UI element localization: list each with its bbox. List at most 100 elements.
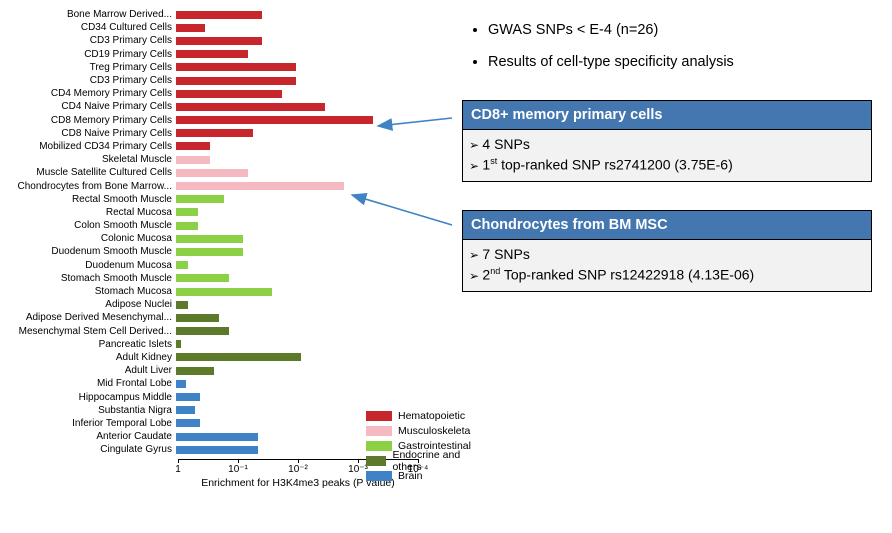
chart-row: Adipose Nuclei xyxy=(0,298,420,311)
legend-item: Hematopoietic xyxy=(366,408,471,423)
bar xyxy=(176,406,195,414)
row-label: Mid Frontal Lobe xyxy=(0,378,176,389)
info-header: CD8+ memory primary cells xyxy=(463,101,871,130)
legend-swatch xyxy=(366,456,386,466)
axis-tick-label: 10⁻¹ xyxy=(228,464,248,475)
info-line: 1st top-ranked SNP rs2741200 (3.75E-6) xyxy=(469,154,865,175)
row-label: Substantia Nigra xyxy=(0,405,176,416)
row-label: Duodenum Mucosa xyxy=(0,260,176,271)
row-label: Rectal Mucosa xyxy=(0,207,176,218)
chart-row: Colon Smooth Muscle xyxy=(0,219,420,232)
chart-row: Adult Kidney xyxy=(0,351,420,364)
chart-row: Inferior Temporal Lobe xyxy=(0,417,420,430)
row-label: CD4 Naive Primary Cells xyxy=(0,101,176,112)
bar xyxy=(176,288,272,296)
row-label: Treg Primary Cells xyxy=(0,62,176,73)
chart-row: Bone Marrow Derived... xyxy=(0,8,420,21)
row-label: CD34 Cultured Cells xyxy=(0,22,176,33)
bar xyxy=(176,235,243,243)
row-label: Pancreatic Islets xyxy=(0,339,176,350)
legend-item: Musculoskeleta xyxy=(366,423,471,438)
chart-row: Duodenum Smooth Muscle xyxy=(0,245,420,258)
bar xyxy=(176,90,282,98)
row-label: CD8 Memory Primary Cells xyxy=(0,115,176,126)
bar xyxy=(176,367,214,375)
row-label: Skeletal Muscle xyxy=(0,154,176,165)
bar xyxy=(176,327,229,335)
row-label: Mobilized CD34 Primary Cells xyxy=(0,141,176,152)
bar xyxy=(176,11,262,19)
info-body: 7 SNPs2nd Top-ranked SNP rs12422918 (4.1… xyxy=(463,240,871,291)
bar xyxy=(176,380,186,388)
bar xyxy=(176,156,210,164)
chart-row: Mesenchymal Stem Cell Derived... xyxy=(0,325,420,338)
chart-row: Treg Primary Cells xyxy=(0,61,420,74)
row-label: Duodenum Smooth Muscle xyxy=(0,246,176,257)
bar xyxy=(176,446,258,454)
bar xyxy=(176,129,253,137)
info-line: 4 SNPs xyxy=(469,134,865,154)
row-label: Inferior Temporal Lobe xyxy=(0,418,176,429)
bar xyxy=(176,301,188,309)
chart-row: Adult Liver xyxy=(0,364,420,377)
chart-row: CD34 Cultured Cells xyxy=(0,21,420,34)
chart-area: Bone Marrow Derived... CD34 Cultured Cell… xyxy=(0,8,440,518)
bar xyxy=(176,50,248,58)
bar xyxy=(176,433,258,441)
info-line: 2nd Top-ranked SNP rs12422918 (4.13E-06) xyxy=(469,264,865,285)
chart-row: Stomach Mucosa xyxy=(0,285,420,298)
bar xyxy=(176,419,200,427)
axis-tick xyxy=(298,459,299,463)
legend-swatch xyxy=(366,411,392,421)
axis-tick-label: 10⁻² xyxy=(288,464,308,475)
chart-row: CD8 Naive Primary Cells xyxy=(0,127,420,140)
chart-row: Adipose Derived Mesenchymal... xyxy=(0,311,420,324)
info-line: 7 SNPs xyxy=(469,244,865,264)
row-label: Rectal Smooth Muscle xyxy=(0,194,176,205)
axis-tick-label: 10⁻³ xyxy=(348,464,368,475)
chart-row: Duodenum Mucosa xyxy=(0,259,420,272)
row-label: Stomach Smooth Muscle xyxy=(0,273,176,284)
chart-row: Muscle Satellite Cultured Cells xyxy=(0,166,420,179)
bullet-2: Results of cell-type specificity analysi… xyxy=(488,54,734,70)
bar xyxy=(176,142,210,150)
row-label: CD8 Naive Primary Cells xyxy=(0,128,176,139)
row-label: Colonic Mucosa xyxy=(0,233,176,244)
row-label: CD4 Memory Primary Cells xyxy=(0,88,176,99)
row-label: CD3 Primary Cells xyxy=(0,75,176,86)
chart-row: Chondrocytes from Bone Marrow... xyxy=(0,179,420,192)
bar xyxy=(176,116,373,124)
row-label: Adipose Nuclei xyxy=(0,299,176,310)
chart-row: CD8 Memory Primary Cells xyxy=(0,114,420,127)
bar xyxy=(176,314,219,322)
chart-row: CD19 Primary Cells xyxy=(0,48,420,61)
legend-swatch xyxy=(366,426,392,436)
summary-bullets: GWAS SNPs < E-4 (n=26) Results of cell-t… xyxy=(470,22,734,86)
row-label: Adult Liver xyxy=(0,365,176,376)
info-body: 4 SNPs1st top-ranked SNP rs2741200 (3.75… xyxy=(463,130,871,181)
row-label: Bone Marrow Derived... xyxy=(0,9,176,20)
chart-row: CD3 Primary Cells xyxy=(0,74,420,87)
chart-row: Mid Frontal Lobe xyxy=(0,377,420,390)
bar xyxy=(176,248,243,256)
bar xyxy=(176,103,325,111)
chart-row: Rectal Mucosa xyxy=(0,206,420,219)
bar xyxy=(176,63,296,71)
bar xyxy=(176,77,296,85)
row-label: Mesenchymal Stem Cell Derived... xyxy=(0,326,176,337)
row-label: Muscle Satellite Cultured Cells xyxy=(0,167,176,178)
info-header: Chondrocytes from BM MSC xyxy=(463,211,871,240)
row-label: Adult Kidney xyxy=(0,352,176,363)
bar xyxy=(176,208,198,216)
bar xyxy=(176,182,344,190)
legend-label: Musculoskeleta xyxy=(398,425,470,437)
bar xyxy=(176,274,229,282)
bullet-1: GWAS SNPs < E-4 (n=26) xyxy=(488,22,734,38)
bar xyxy=(176,195,224,203)
row-label: Colon Smooth Muscle xyxy=(0,220,176,231)
chart-row: Pancreatic Islets xyxy=(0,338,420,351)
legend: HematopoieticMusculoskeletaGastrointesti… xyxy=(366,408,471,483)
chart-row: Stomach Smooth Muscle xyxy=(0,272,420,285)
bar xyxy=(176,222,198,230)
axis-tick xyxy=(178,459,179,463)
